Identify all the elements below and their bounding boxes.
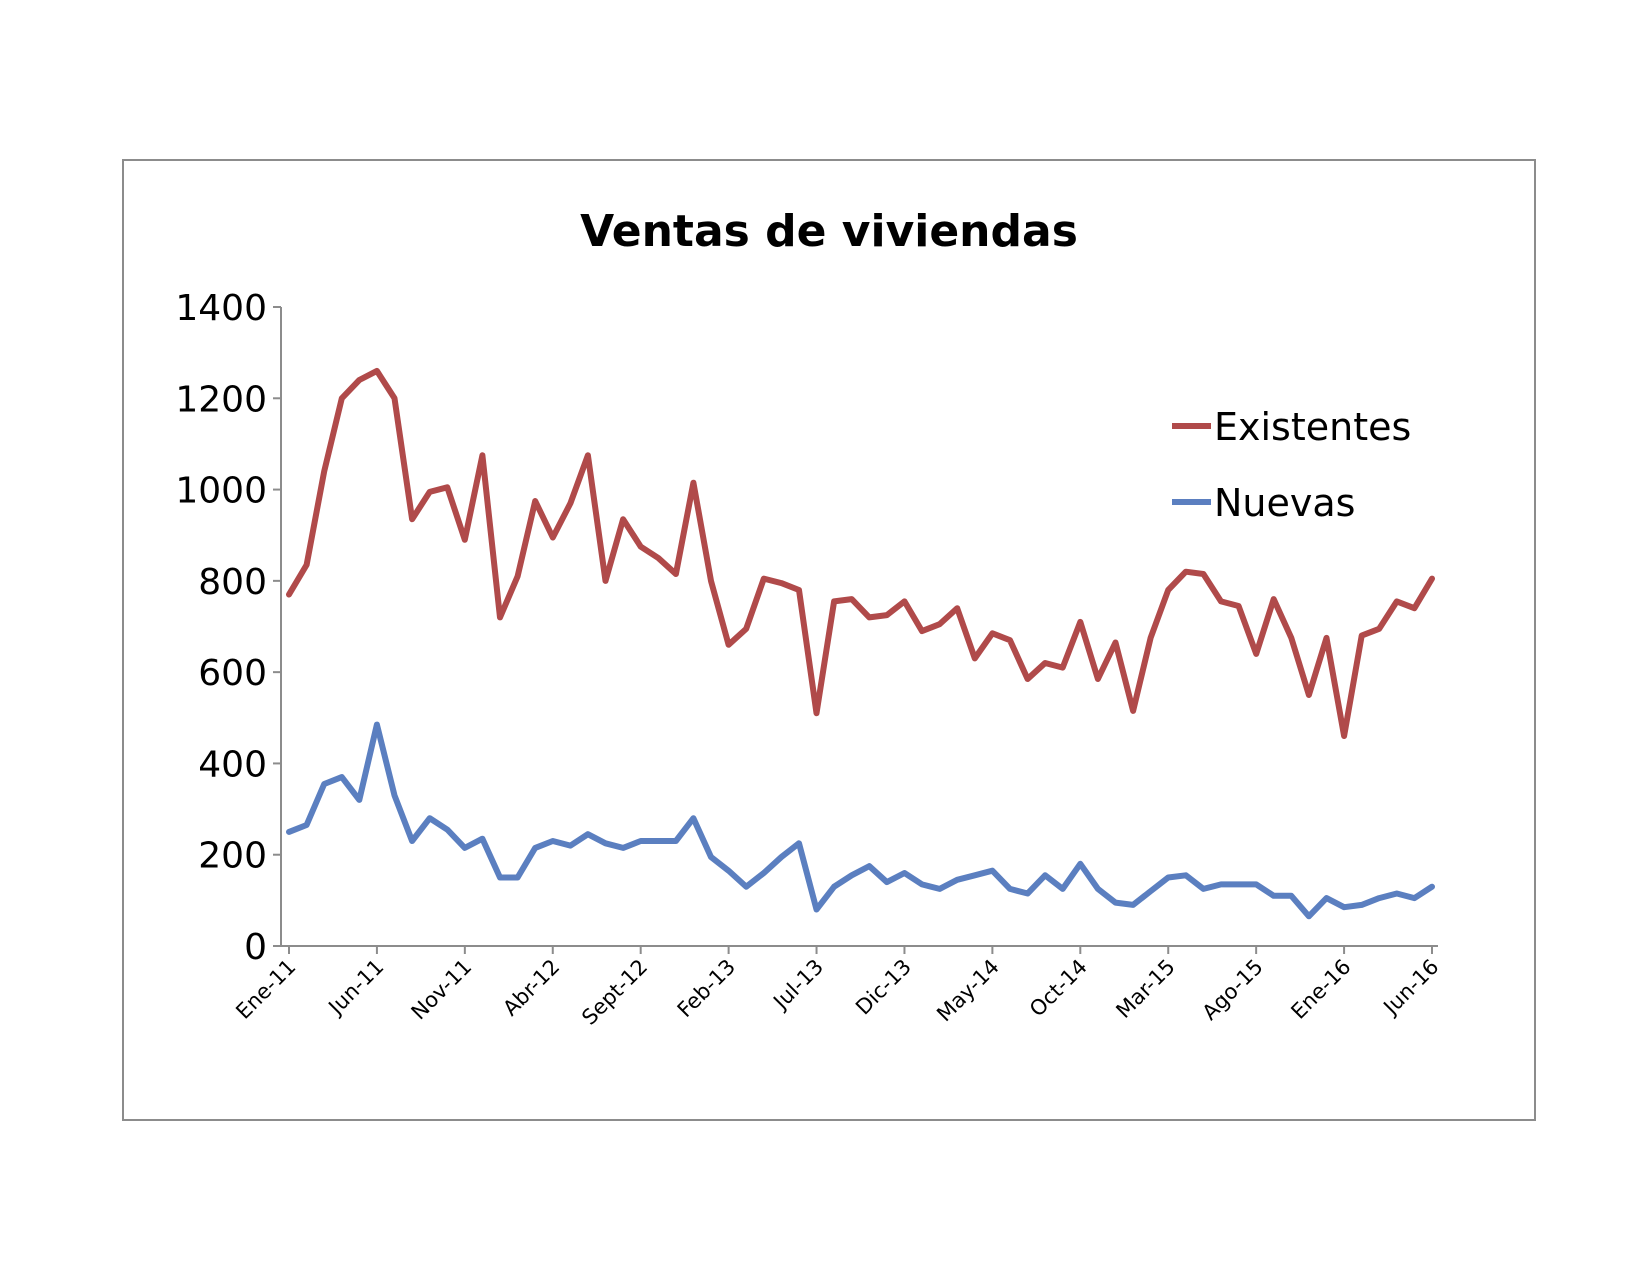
y-tick-label: 600 xyxy=(198,653,267,694)
x-tick-label: Sept-12 xyxy=(577,955,652,1030)
x-tick-label: Nov-11 xyxy=(407,955,477,1025)
legend-label-nuevas: Nuevas xyxy=(1214,481,1355,525)
y-tick-label: 200 xyxy=(198,836,267,877)
x-tick-label: May-14 xyxy=(932,955,1004,1027)
series-line-existentes xyxy=(286,367,1435,739)
y-tick-group: 0 200 400 600 800 1000 1200 1400 xyxy=(175,288,281,968)
x-tick-label: Feb-13 xyxy=(673,955,741,1023)
x-tick-label: Abr-12 xyxy=(498,955,564,1021)
x-tick-group: Ene-11 Jun-11 Nov-11 Abr-12 Sept-12 Feb-13 Jul… xyxy=(231,946,1444,1030)
x-tick-label: Oct-14 xyxy=(1025,955,1092,1022)
x-tick-label: Ago-15 xyxy=(1198,955,1268,1025)
y-tick-label: 400 xyxy=(198,744,267,785)
x-tick-label: Jul-13 xyxy=(768,955,829,1016)
x-tick-label: Dic-13 xyxy=(851,955,916,1020)
legend-label-existentes: Existentes xyxy=(1214,405,1411,449)
y-tick-label: 800 xyxy=(198,562,267,603)
chart-title: Ventas de viviendas xyxy=(580,206,1078,257)
x-tick-label: Ene-16 xyxy=(1286,955,1355,1024)
chart-frame: Ventas de viviendas 0 200 400 600 800 1000 120… xyxy=(122,159,1536,1121)
y-tick-label: 1400 xyxy=(175,288,267,329)
y-tick-label: 1200 xyxy=(175,379,267,420)
legend: Existentes Nuevas xyxy=(1172,405,1411,525)
x-tick-label: Jun-11 xyxy=(323,955,389,1021)
series-line-nuevas xyxy=(286,721,1435,920)
series-group xyxy=(286,367,1435,920)
line-chart: Ventas de viviendas 0 200 400 600 800 1000 120… xyxy=(175,206,1444,1030)
y-tick-label: 1000 xyxy=(175,471,267,512)
y-tick-label: 0 xyxy=(244,927,267,968)
x-tick-label: Mar-15 xyxy=(1111,955,1179,1023)
x-tick-label: Jun-16 xyxy=(1378,955,1444,1021)
